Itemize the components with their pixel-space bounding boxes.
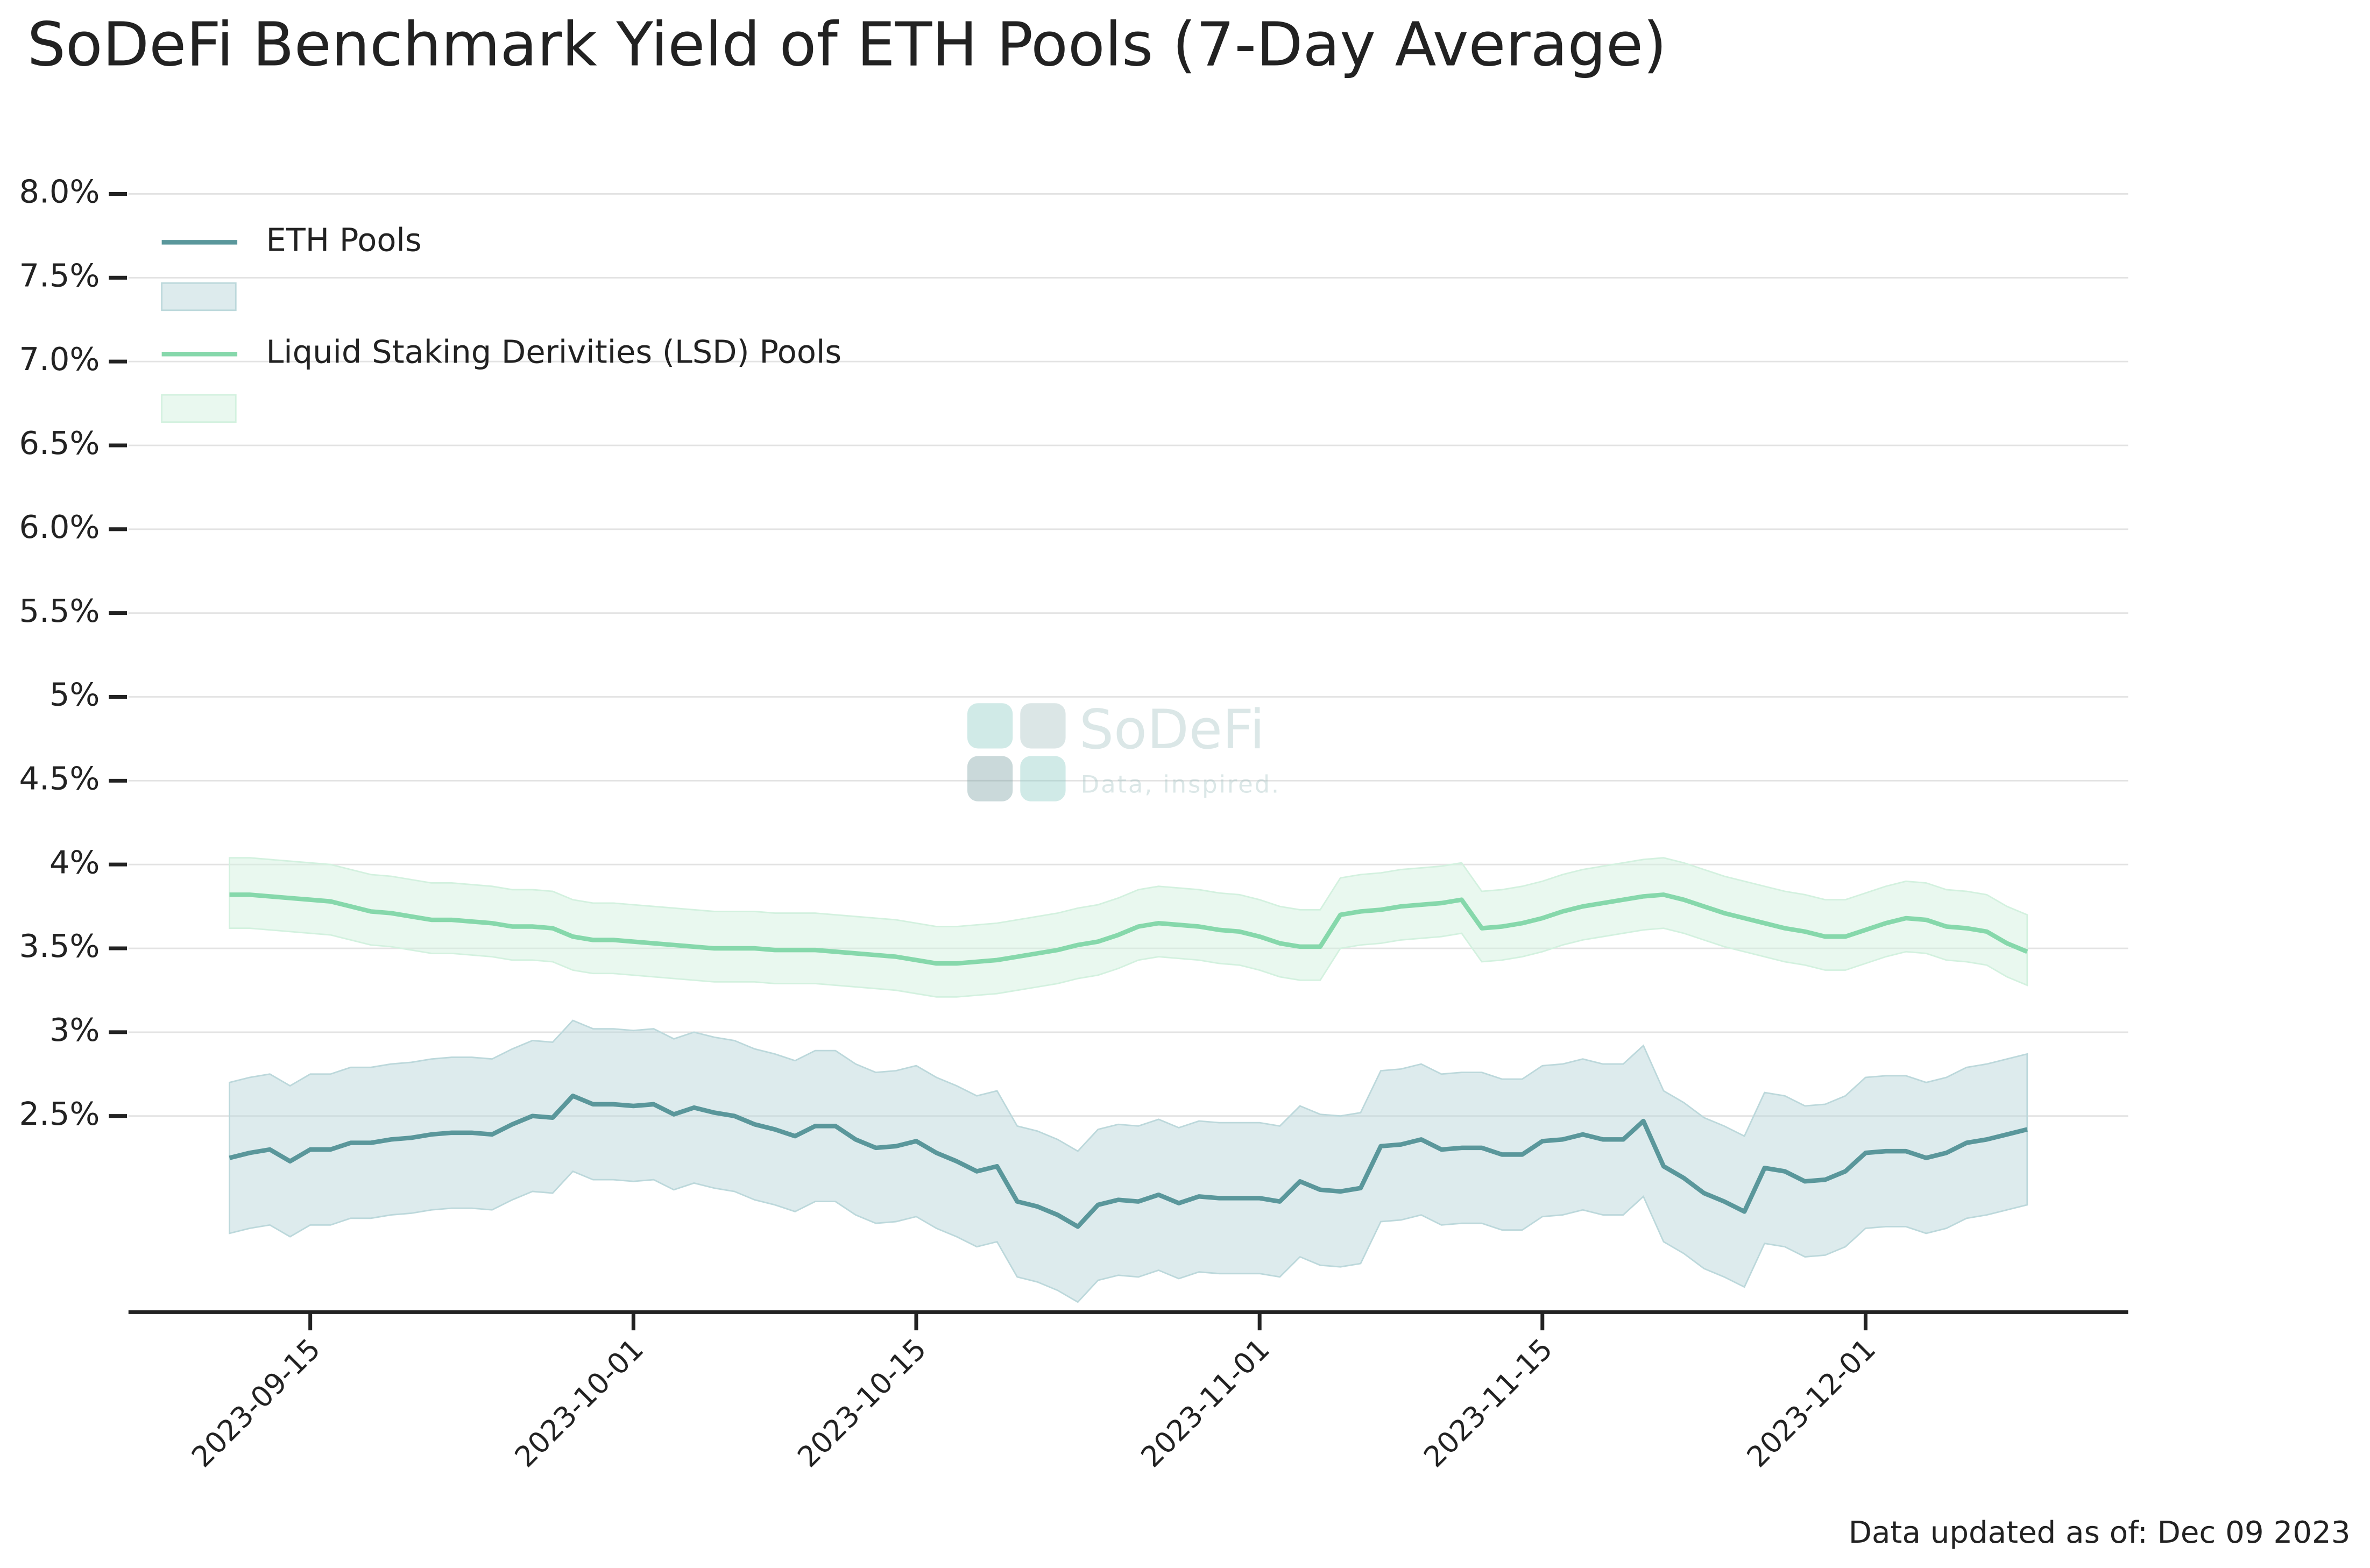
- y-tick-label: 7.5%: [19, 257, 100, 294]
- watermark: SoDeFi Data, inspired.: [967, 698, 1280, 801]
- plot-area: [229, 857, 2028, 1303]
- legend-label: ETH Pools: [266, 221, 421, 258]
- watermark-name: SoDeFi: [1079, 698, 1265, 761]
- series-line: [229, 892, 2028, 966]
- legend-band: [161, 394, 237, 423]
- watermark-tagline: Data, inspired.: [1081, 770, 1280, 799]
- y-tick-label: 5.5%: [19, 592, 100, 629]
- y-tick-label: 7.0%: [19, 340, 100, 378]
- x-tick-label: 2023-09-15: [185, 1332, 327, 1474]
- confidence-band: [229, 1019, 2028, 1303]
- x-tick-label: 2023-12-01: [1740, 1332, 1882, 1474]
- watermark-logo: [967, 756, 1013, 801]
- footnote: Data updated as of: Dec 09 2023: [1849, 1515, 2351, 1550]
- x-tick-label: 2023-11-15: [1417, 1332, 1559, 1474]
- y-tick-label: 3%: [49, 1011, 100, 1048]
- x-tick-label: 2023-10-01: [508, 1332, 650, 1474]
- confidence-band: [229, 857, 2028, 998]
- chart-title: SoDeFi Benchmark Yield of ETH Pools (7-D…: [27, 10, 1667, 80]
- y-tick-label: 4%: [49, 843, 100, 881]
- y-tick-label: 4.5%: [19, 760, 100, 797]
- series-line: [229, 1094, 2028, 1229]
- y-tick-label: 2.5%: [19, 1095, 100, 1132]
- watermark-logo: [1020, 756, 1066, 801]
- watermark-logo: [967, 703, 1013, 749]
- y-tick-label: 3.5%: [19, 927, 100, 964]
- legend-band: [161, 282, 237, 311]
- legend: ETH Pools Liquid Staking Derivities (LSD)…: [161, 221, 841, 423]
- x-tick-label: 2023-10-15: [791, 1332, 933, 1474]
- legend-label: Liquid Staking Derivities (LSD) Pools: [266, 333, 841, 370]
- y-tick-label: 8.0%: [19, 173, 100, 210]
- y-tick-label: 6.5%: [19, 424, 100, 462]
- x-tick-label: 2023-11-01: [1134, 1332, 1276, 1474]
- watermark-logo: [1020, 703, 1066, 749]
- y-tick-label: 6.0%: [19, 508, 100, 545]
- y-tick-label: 5%: [49, 676, 100, 713]
